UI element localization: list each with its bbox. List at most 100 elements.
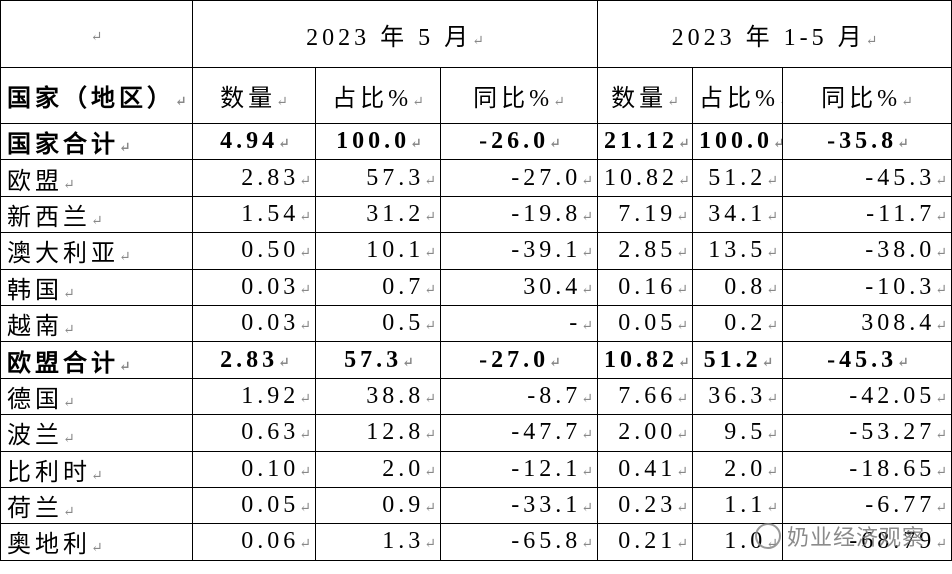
value-cell: -33.1 [440, 486, 598, 525]
data-row: 澳大利亚0.5010.1-39.12.8513.5-38.0 [0, 232, 952, 270]
data-row: 德国1.9238.8-8.77.6636.3-42.05 [0, 377, 952, 416]
period-header: 2023 年 1-5 月 [596, 0, 952, 68]
value-cell: -11.7 [781, 195, 952, 234]
column-header: 同比% [440, 67, 598, 124]
value-cell: 1.54 [192, 195, 316, 234]
data-row: 比利时0.102.0-12.10.412.0-18.65 [0, 450, 952, 488]
header-row: 2023 年 5 月 2023 年 1-5 月 [0, 0, 952, 68]
region-cell: 比利时 [0, 450, 193, 488]
value-cell: 100.0 [315, 122, 441, 161]
region-cell: 欧盟合计 [0, 341, 193, 379]
value-cell: -35.8 [781, 122, 952, 161]
value-cell: 2.0 [692, 450, 783, 488]
region-cell: 德国 [0, 377, 193, 416]
value-cell: 30.4 [440, 268, 598, 306]
value-cell: 7.19 [597, 195, 693, 234]
value-cell: 0.10 [192, 450, 316, 488]
value-cell: 0.06 [192, 523, 316, 561]
value-cell: 10.82 [597, 159, 693, 197]
value-cell: -27.0 [440, 159, 598, 197]
value-cell: 2.85 [597, 232, 693, 270]
region-cell: 波兰 [0, 414, 193, 452]
value-cell: 2.0 [315, 450, 441, 488]
value-cell: 0.23 [597, 486, 693, 525]
value-cell: -45.3 [781, 159, 952, 197]
value-cell: 10.82 [597, 341, 693, 379]
value-cell: 0.2 [692, 304, 783, 343]
region-cell: 韩国 [0, 268, 193, 306]
value-cell: 1.92 [192, 377, 316, 416]
column-header: 数量 [192, 67, 316, 124]
value-cell: 0.03 [192, 304, 316, 343]
value-cell: 100.0 [692, 122, 783, 161]
data-row: 新西兰1.5431.2-19.87.1934.1-11.7 [0, 195, 952, 234]
value-cell: 1.1 [692, 486, 783, 525]
value-cell: 57.3 [315, 159, 441, 197]
value-cell: -10.3 [781, 268, 952, 306]
watermark-icon [755, 523, 781, 549]
value-cell: 7.66 [597, 377, 693, 416]
data-row: 荷兰0.050.9-33.10.231.1-6.77 [0, 486, 952, 525]
total-row: 国家合计4.94100.0-26.021.12100.0-35.8 [0, 122, 952, 161]
value-cell: 38.8 [315, 377, 441, 416]
value-cell: -53.27 [781, 414, 952, 452]
data-row: 奥地利0.061.3-65.80.211.0-68.79 [0, 523, 952, 561]
value-cell: 0.05 [192, 486, 316, 525]
value-cell: -38.0 [781, 232, 952, 270]
table-body: 2023 年 5 月 2023 年 1-5 月 国家（地区）数量占比%同比%数量… [0, 0, 952, 561]
value-cell: 31.2 [315, 195, 441, 234]
value-cell: -18.65 [781, 450, 952, 488]
value-cell: 2.83 [192, 341, 316, 379]
value-cell: -47.7 [440, 414, 598, 452]
value-cell: - [440, 304, 598, 343]
value-cell: -8.7 [440, 377, 598, 416]
value-cell: -12.1 [440, 450, 598, 488]
column-header: 数量 [597, 67, 693, 124]
value-cell: 21.12 [597, 122, 693, 161]
value-cell: -19.8 [440, 195, 598, 234]
region-cell: 澳大利亚 [0, 232, 193, 270]
corner-cell [0, 0, 193, 68]
value-cell: 0.50 [192, 232, 316, 270]
column-header: 占比% [692, 67, 783, 124]
value-cell: -65.8 [440, 523, 598, 561]
column-header-row: 国家（地区）数量占比%同比%数量占比%同比% [0, 67, 952, 124]
data-row: 韩国0.030.730.40.160.8-10.3 [0, 268, 952, 306]
value-cell: 0.5 [315, 304, 441, 343]
value-cell: 12.8 [315, 414, 441, 452]
value-cell: 57.3 [315, 341, 441, 379]
region-cell: 欧盟 [0, 159, 193, 197]
value-cell: 9.5 [692, 414, 783, 452]
value-cell: 0.21 [597, 523, 693, 561]
value-cell: 4.94 [192, 122, 316, 161]
value-cell: 13.5 [692, 232, 783, 270]
value-cell: 1.3 [315, 523, 441, 561]
region-cell: 国家合计 [0, 122, 193, 161]
data-row: 越南0.030.5-0.050.2308.4 [0, 304, 952, 343]
region-cell: 越南 [0, 304, 193, 343]
value-cell: 308.4 [781, 304, 952, 343]
value-cell: 0.05 [597, 304, 693, 343]
value-cell: -6.77 [781, 486, 952, 525]
region-cell: 荷兰 [0, 486, 193, 525]
value-cell: 0.7 [315, 268, 441, 306]
column-header: 国家（地区） [0, 67, 193, 124]
value-cell: 34.1 [692, 195, 783, 234]
watermark: 奶业经济观察 [755, 520, 925, 552]
region-cell: 新西兰 [0, 195, 193, 234]
value-cell: -42.05 [781, 377, 952, 416]
value-cell: 51.2 [692, 159, 783, 197]
value-cell: 51.2 [692, 341, 783, 379]
value-cell: 10.1 [315, 232, 441, 270]
value-cell: -68.79 [781, 523, 952, 561]
value-cell: 0.03 [192, 268, 316, 306]
watermark-text: 奶业经济观察 [787, 525, 926, 550]
value-cell: 0.9 [315, 486, 441, 525]
value-cell: 0.41 [597, 450, 693, 488]
value-cell: 2.83 [192, 159, 316, 197]
value-cell: -26.0 [440, 122, 598, 161]
column-header: 同比% [781, 67, 952, 124]
value-cell: 2.00 [597, 414, 693, 452]
period-header: 2023 年 5 月 [192, 0, 598, 68]
